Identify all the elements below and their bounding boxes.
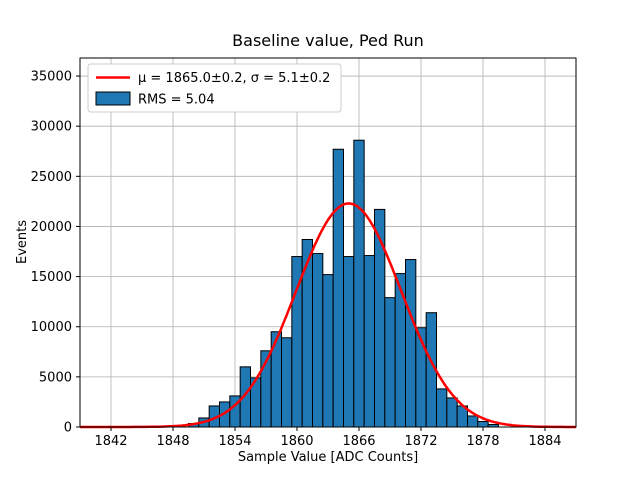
x-tick-label: 1884 xyxy=(528,434,561,449)
legend-rms-label: RMS = 5.04 xyxy=(138,93,215,108)
legend-box xyxy=(87,63,342,113)
y-tick-label: 35000 xyxy=(31,70,72,85)
histogram-bar xyxy=(384,297,396,428)
histogram-bar xyxy=(374,208,386,428)
legend: μ = 1865.0±0.2, σ = 5.1±0.2 RMS = 5.04 xyxy=(87,63,342,113)
tick-labels: 1842 1848 1854 1860 1866 1872 1878 1884 0 5000 100… xyxy=(31,70,562,449)
histogram-bar xyxy=(363,255,376,428)
x-tick-label: 1848 xyxy=(156,434,189,449)
histogram-bar xyxy=(332,148,345,428)
histogram-bar xyxy=(312,253,324,428)
plot-title: Baseline value, Ped Run xyxy=(232,31,424,50)
y-axis-label: Events xyxy=(15,220,30,264)
histogram-bar xyxy=(353,139,365,428)
y-tick-label: 20000 xyxy=(31,220,72,235)
y-tick-label: 30000 xyxy=(31,120,72,135)
x-axis-label: Sample Value [ADC Counts] xyxy=(238,450,418,465)
x-tick-label: 1878 xyxy=(466,434,499,449)
histogram-bar xyxy=(281,337,293,428)
axes-border xyxy=(79,57,577,428)
x-tick-label: 1854 xyxy=(218,434,251,449)
y-tick-label: 25000 xyxy=(31,170,72,185)
x-tick-label: 1842 xyxy=(94,434,127,449)
histogram-bar xyxy=(477,420,489,428)
histogram-bar xyxy=(322,274,334,428)
histogram-bar xyxy=(446,397,458,428)
y-tick-label: 15000 xyxy=(31,270,72,285)
x-tick-label: 1860 xyxy=(280,434,313,449)
legend-rms-patch-sample xyxy=(95,91,131,106)
histogram-bar xyxy=(436,388,448,428)
legend-fit-label: μ = 1865.0±0.2, σ = 5.1±0.2 xyxy=(138,71,330,86)
axes-frame xyxy=(79,57,577,428)
histogram-bar xyxy=(301,238,314,428)
x-tick-label: 1872 xyxy=(404,434,437,449)
histogram-bar xyxy=(467,415,479,428)
y-tick-label: 0 xyxy=(64,421,72,436)
histogram-bar xyxy=(405,259,417,428)
x-tick-label: 1866 xyxy=(342,434,375,449)
y-tick-label: 10000 xyxy=(31,320,72,335)
histogram-bar xyxy=(343,256,355,428)
y-tick-label: 5000 xyxy=(39,370,72,385)
